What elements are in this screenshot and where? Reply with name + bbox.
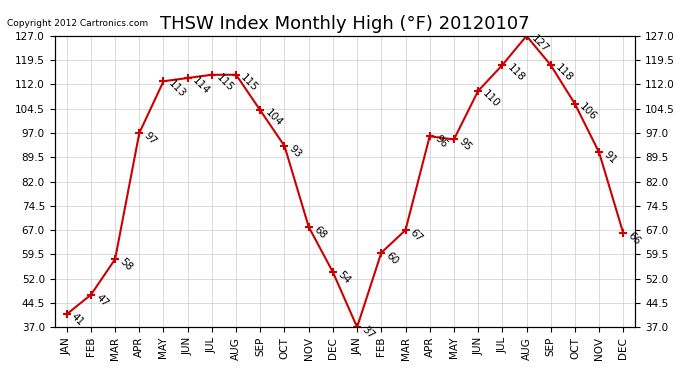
Text: 113: 113 bbox=[166, 78, 188, 100]
Text: 67: 67 bbox=[408, 227, 425, 244]
Text: 96: 96 bbox=[433, 134, 449, 150]
Text: 115: 115 bbox=[215, 72, 236, 93]
Text: 91: 91 bbox=[602, 150, 618, 166]
Text: 110: 110 bbox=[481, 88, 502, 109]
Text: 104: 104 bbox=[263, 108, 284, 129]
Text: 127: 127 bbox=[529, 33, 551, 54]
Text: 106: 106 bbox=[578, 101, 599, 122]
Text: Copyright 2012 Cartronics.com: Copyright 2012 Cartronics.com bbox=[7, 19, 148, 28]
Text: 115: 115 bbox=[239, 72, 260, 93]
Text: 58: 58 bbox=[118, 256, 135, 273]
Text: 60: 60 bbox=[384, 250, 400, 266]
Text: 47: 47 bbox=[94, 292, 110, 309]
Text: 118: 118 bbox=[505, 62, 526, 83]
Text: 95: 95 bbox=[457, 137, 473, 153]
Text: 118: 118 bbox=[553, 62, 575, 83]
Text: 37: 37 bbox=[360, 324, 376, 341]
Text: 97: 97 bbox=[142, 130, 159, 147]
Text: 93: 93 bbox=[287, 143, 304, 160]
Title: THSW Index Monthly High (°F) 20120107: THSW Index Monthly High (°F) 20120107 bbox=[160, 15, 530, 33]
Text: 66: 66 bbox=[626, 231, 642, 247]
Text: 54: 54 bbox=[335, 269, 352, 286]
Text: 68: 68 bbox=[311, 224, 328, 240]
Text: 41: 41 bbox=[70, 311, 86, 328]
Text: 114: 114 bbox=[190, 75, 212, 96]
